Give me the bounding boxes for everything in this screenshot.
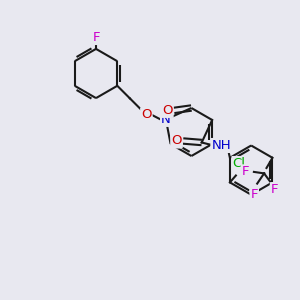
Text: F: F: [271, 183, 278, 196]
Text: Cl: Cl: [232, 157, 245, 170]
Text: O: O: [162, 104, 173, 117]
Text: O: O: [171, 134, 182, 148]
Text: F: F: [92, 31, 100, 44]
Text: NH: NH: [212, 139, 231, 152]
Text: F: F: [250, 188, 258, 201]
Text: N: N: [161, 113, 171, 126]
Text: F: F: [242, 165, 249, 178]
Text: O: O: [141, 108, 152, 122]
